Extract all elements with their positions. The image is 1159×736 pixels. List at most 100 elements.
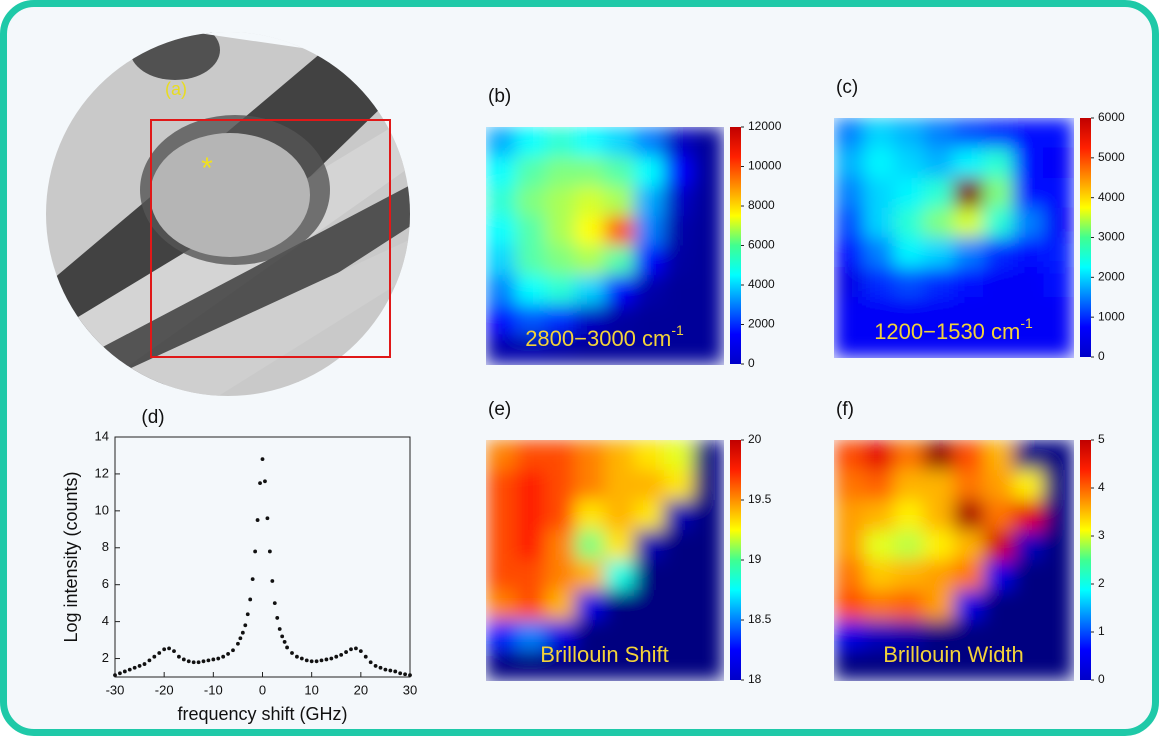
data-point <box>358 649 363 654</box>
data-point <box>363 654 368 659</box>
heatmap-cell <box>574 186 606 217</box>
heatmap-cell <box>893 207 925 239</box>
heatmap-cell <box>983 620 1014 651</box>
heatmap-cell <box>953 147 984 179</box>
annotation-text: Brillouin Width <box>883 642 1024 667</box>
panel-label: (e) <box>488 399 511 420</box>
heatmap-cell <box>486 620 517 651</box>
heatmap-cell <box>983 440 1014 471</box>
heatmap-cell <box>1013 237 1044 268</box>
data-point <box>147 658 152 663</box>
heatmap-cell <box>863 118 895 149</box>
heatmap-cell <box>604 245 635 276</box>
heatmap-cell <box>604 334 635 365</box>
colorbar <box>1080 440 1091 680</box>
heatmap-cell <box>834 530 865 561</box>
heatmap-cell <box>545 186 576 217</box>
heatmap-cell <box>923 620 955 651</box>
data-point <box>265 516 270 521</box>
heatmap-cell <box>574 245 606 276</box>
heatmap-cell <box>604 620 635 651</box>
annotation: Brillouin Shift <box>540 642 668 667</box>
data-point <box>393 669 398 674</box>
annotation-sup: -1 <box>671 322 684 338</box>
heatmap-cell <box>863 470 895 501</box>
data-point <box>388 668 393 673</box>
heatmap-cell <box>893 297 925 328</box>
heatmap-cell <box>923 297 955 328</box>
heatmap-cell <box>1013 620 1044 651</box>
data-point <box>162 647 167 652</box>
heatmap <box>834 440 1074 681</box>
heatmap-cell <box>515 156 546 187</box>
heatmap-cell <box>634 590 665 621</box>
y-axis-label: Log intensity (counts) <box>61 471 81 642</box>
heatmap-cell <box>604 275 635 306</box>
data-point <box>245 612 250 617</box>
heatmap-cell <box>923 327 955 358</box>
colorbar-tick-label: 4000 <box>1098 190 1125 204</box>
heatmap-cell <box>515 500 546 531</box>
heatmap-cell <box>863 297 895 328</box>
heatmap-cell <box>574 560 606 591</box>
heatmap-cell <box>545 127 576 158</box>
heatmap-cell <box>693 186 724 217</box>
heatmap-cell <box>983 118 1014 149</box>
data-point <box>275 616 280 620</box>
heatmap-cell <box>693 245 724 276</box>
heatmap-cell <box>663 650 694 681</box>
heatmap-cell <box>604 650 635 681</box>
heatmap-cell <box>545 275 576 306</box>
annotation: Brillouin Width <box>883 642 1024 667</box>
heatmap-cell <box>574 275 606 306</box>
heatmap-cell <box>693 127 724 158</box>
heatmap-cell <box>663 334 694 365</box>
heatmap-cell <box>545 620 576 651</box>
data-point <box>206 658 211 663</box>
data-point <box>354 646 358 651</box>
heatmap-cell <box>545 440 576 471</box>
heatmap-cell <box>515 620 546 651</box>
heatmap-cell <box>893 500 925 531</box>
data-point <box>196 660 201 665</box>
heatmap-cell <box>923 207 955 239</box>
heatmap-cell <box>834 267 865 298</box>
data-point <box>172 649 176 654</box>
heatmap-cell <box>923 530 955 561</box>
colorbar-tick-label: 20 <box>748 432 762 446</box>
heatmap-cell <box>953 118 984 149</box>
heatmap-cell <box>1013 297 1044 328</box>
heatmap-cell <box>663 186 694 217</box>
heatmap-cell <box>923 560 955 591</box>
data-point <box>282 640 287 644</box>
data-point <box>191 660 196 665</box>
colorbar-tick-label: 19 <box>748 552 762 566</box>
heatmap-cell <box>983 470 1014 501</box>
colorbar-tick-label: 5000 <box>1098 150 1125 164</box>
panel-label: (c) <box>836 77 858 98</box>
heatmap-cell <box>634 275 665 306</box>
heatmap-cell <box>953 590 984 621</box>
heatmap-cell <box>893 440 925 471</box>
heatmap-cell <box>545 530 576 561</box>
heatmap-cell <box>834 237 865 268</box>
heatmap-cell <box>893 267 925 298</box>
heatmap-cell <box>1013 147 1044 179</box>
heatmap-cell <box>953 530 984 561</box>
heatmap-cell <box>486 590 517 621</box>
heatmap-cell <box>834 500 865 531</box>
heatmap-cell <box>515 186 546 217</box>
heatmap-cell <box>486 560 517 591</box>
heatmap-cell <box>693 620 724 651</box>
data-point <box>216 656 221 661</box>
heatmap-cell <box>634 470 665 501</box>
heatmap-cell <box>486 334 517 365</box>
heatmap-cell <box>863 500 895 531</box>
heatmap-cell <box>663 560 694 591</box>
panel-label: (a) <box>165 79 187 99</box>
data-point <box>309 659 314 664</box>
heatmap-cell <box>923 237 955 268</box>
heatmap-cell <box>693 590 724 621</box>
x-tick-label: 30 <box>403 682 417 697</box>
heatmap-cell <box>1043 297 1074 328</box>
